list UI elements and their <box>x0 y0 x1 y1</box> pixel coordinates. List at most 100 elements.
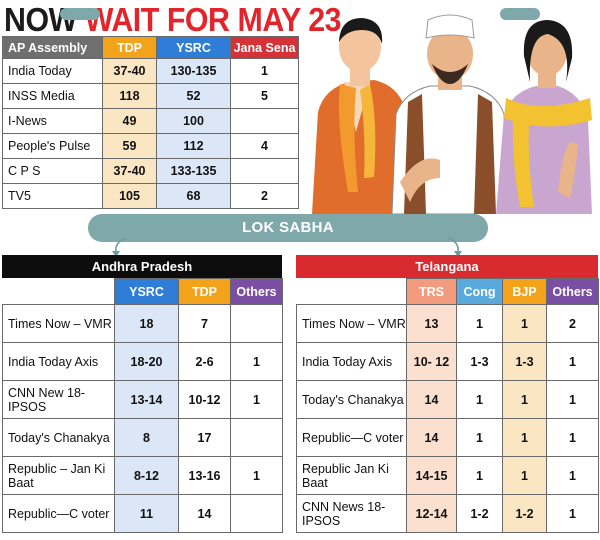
trs-value: 13 <box>406 304 457 343</box>
cong-value: 1 <box>456 380 503 419</box>
band-connector-right <box>500 8 540 20</box>
tdp-value: 118 <box>102 83 157 109</box>
andhra-pradesh-table: YSRC TDP Others Times Now – VMR 18 7 Ind… <box>2 278 283 533</box>
trs-value: 10- 12 <box>406 342 457 381</box>
cong-value: 1 <box>456 456 503 495</box>
band-connector-left <box>60 8 100 20</box>
people-illustration <box>312 14 592 214</box>
table-row: Republic – Jan Ki Baat 8-12 13-16 1 <box>2 456 283 495</box>
tdp-value: 13-16 <box>178 456 231 495</box>
others-value: 1 <box>230 380 283 419</box>
ysrc-value: 68 <box>156 183 231 209</box>
table-row: India Today Axis 10- 12 1-3 1-3 1 <box>296 342 599 381</box>
ap-header-tdp: TDP <box>178 278 231 305</box>
assembly-header-ysrc: YSRC <box>156 36 231 59</box>
tg-header-bjp: BJP <box>502 278 547 305</box>
ap-header-others: Others <box>230 278 283 305</box>
headline-wait: WAIT FOR MAY 23 <box>84 1 342 38</box>
ysrc-value: 13-14 <box>114 380 179 419</box>
pollster-name: Republic – Jan Ki Baat <box>2 456 115 495</box>
ap-assembly-table: AP Assembly TDP YSRC Jana Sena India Tod… <box>2 36 299 209</box>
bjp-value: 1 <box>502 418 547 457</box>
pollster-name: India Today Axis <box>2 342 115 381</box>
assembly-header-jana-sena: Jana Sena <box>230 36 299 59</box>
pollster-name: People's Pulse <box>2 133 103 159</box>
jana-sena-value: 4 <box>230 133 299 159</box>
cong-value: 1-3 <box>456 342 503 381</box>
ysrc-value: 11 <box>114 494 179 533</box>
table-row: Today's Chanakya 14 1 1 1 <box>296 380 599 419</box>
ap-header-blank <box>2 278 115 305</box>
pollster-name: CNN New 18-IPSOS <box>2 380 115 419</box>
ysrc-value: 8 <box>114 418 179 457</box>
headline: NOW WAIT FOR MAY 23 <box>4 1 342 38</box>
cong-value: 1 <box>456 304 503 343</box>
tg-header-row: TRS Cong BJP Others <box>296 278 599 305</box>
ysrc-value: 112 <box>156 133 231 159</box>
ap-header-ysrc: YSRC <box>114 278 179 305</box>
arrow-down-left-icon <box>112 237 127 257</box>
arrow-down-right-icon <box>447 237 462 257</box>
table-row: Times Now – VMR 18 7 <box>2 304 283 343</box>
lok-sabha-title: LOK SABHA <box>242 219 334 236</box>
others-value: 1 <box>546 418 599 457</box>
assembly-header-label: AP Assembly <box>2 36 103 59</box>
pollster-name: Republic Jan Ki Baat <box>296 456 407 495</box>
others-value: 1 <box>546 456 599 495</box>
table-row: C P S 37-40 133-135 <box>2 158 299 184</box>
jana-sena-value <box>230 108 299 134</box>
pollster-name: C P S <box>2 158 103 184</box>
trs-value: 12-14 <box>406 494 457 533</box>
tdp-value: 37-40 <box>102 158 157 184</box>
bjp-value: 1 <box>502 456 547 495</box>
tdp-value: 105 <box>102 183 157 209</box>
tg-header-cong: Cong <box>456 278 503 305</box>
table-row: Republic—C voter 14 1 1 1 <box>296 418 599 457</box>
tdp-value: 2-6 <box>178 342 231 381</box>
ysrc-value: 133-135 <box>156 158 231 184</box>
table-row: India Today Axis 18-20 2-6 1 <box>2 342 283 381</box>
ysrc-value: 18-20 <box>114 342 179 381</box>
tdp-value: 17 <box>178 418 231 457</box>
pollster-name: I-News <box>2 108 103 134</box>
assembly-header-tdp: TDP <box>102 36 157 59</box>
tdp-value: 7 <box>178 304 231 343</box>
pollster-name: Times Now – VMR <box>2 304 115 343</box>
pollster-name: Republic—C voter <box>2 494 115 533</box>
pollster-name: India Today <box>2 58 103 84</box>
left-person-figure <box>312 18 410 214</box>
right-person-figure <box>496 20 592 214</box>
table-row: INSS Media 118 52 5 <box>2 83 299 109</box>
ap-header-row: YSRC TDP Others <box>2 278 283 305</box>
trs-value: 14-15 <box>406 456 457 495</box>
trs-value: 14 <box>406 418 457 457</box>
bjp-value: 1-3 <box>502 342 547 381</box>
ysrc-value: 100 <box>156 108 231 134</box>
bjp-value: 1 <box>502 304 547 343</box>
table-row: CNN News 18-IPSOS 12-14 1-2 1-2 1 <box>296 494 599 533</box>
others-value: 1 <box>546 380 599 419</box>
others-value <box>230 304 283 343</box>
jana-sena-value: 5 <box>230 83 299 109</box>
bjp-value: 1-2 <box>502 494 547 533</box>
pollster-name: INSS Media <box>2 83 103 109</box>
ysrc-value: 130-135 <box>156 58 231 84</box>
others-value: 1 <box>546 494 599 533</box>
tg-header-blank <box>296 278 407 305</box>
tdp-value: 59 <box>102 133 157 159</box>
table-row: Today's Chanakya 8 17 <box>2 418 283 457</box>
ysrc-value: 8-12 <box>114 456 179 495</box>
assembly-header-row: AP Assembly TDP YSRC Jana Sena <box>2 36 299 59</box>
table-row: People's Pulse 59 112 4 <box>2 133 299 159</box>
tdp-value: 14 <box>178 494 231 533</box>
others-value: 2 <box>546 304 599 343</box>
pollster-name: Republic—C voter <box>296 418 407 457</box>
jana-sena-value <box>230 158 299 184</box>
table-row: TV5 105 68 2 <box>2 183 299 209</box>
middle-person-figure <box>391 14 509 214</box>
table-row: I-News 49 100 <box>2 108 299 134</box>
others-value <box>230 418 283 457</box>
trs-value: 14 <box>406 380 457 419</box>
cong-value: 1-2 <box>456 494 503 533</box>
tdp-value: 10-12 <box>178 380 231 419</box>
